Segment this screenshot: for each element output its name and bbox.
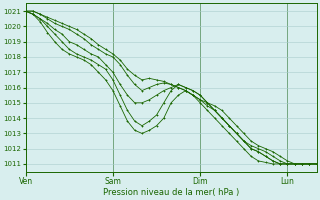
X-axis label: Pression niveau de la mer( hPa ): Pression niveau de la mer( hPa ) (103, 188, 239, 197)
